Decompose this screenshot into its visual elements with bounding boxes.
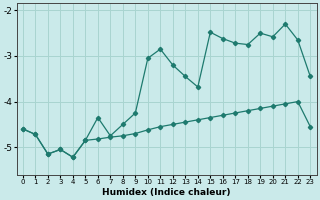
X-axis label: Humidex (Indice chaleur): Humidex (Indice chaleur)	[102, 188, 231, 197]
